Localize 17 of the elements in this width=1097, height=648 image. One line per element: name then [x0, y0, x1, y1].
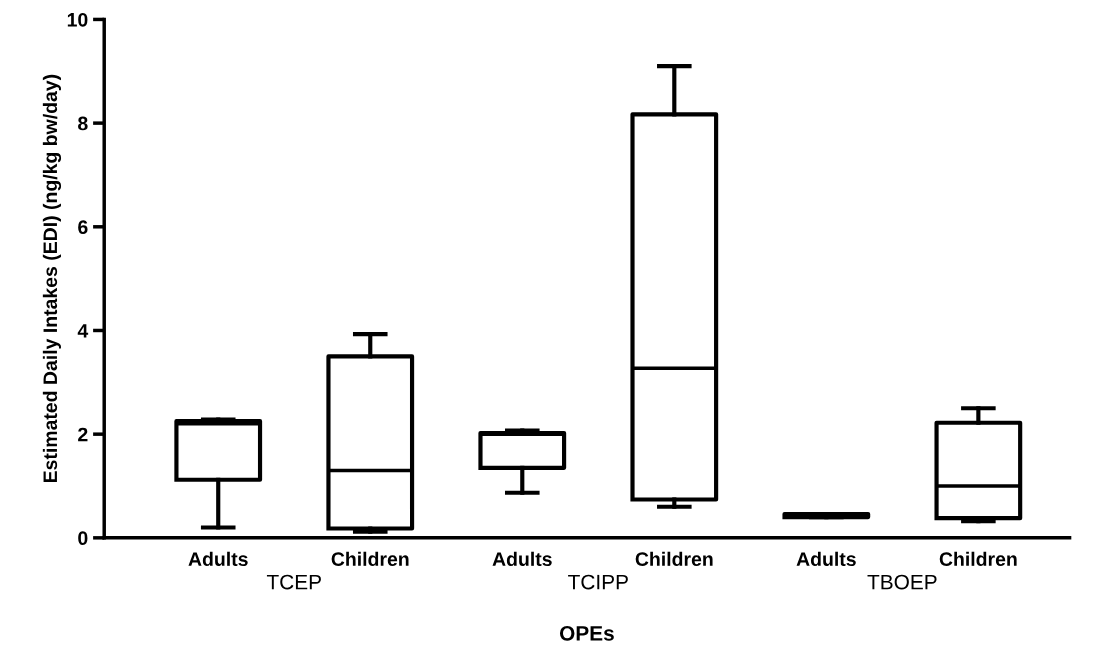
x-tick-label: Adults: [188, 551, 248, 567]
text: TCEP: [266, 574, 321, 590]
y-tick-label: 0: [78, 531, 88, 546]
text: TBOEP: [867, 574, 937, 590]
y-tick-label: 6: [78, 220, 88, 235]
x-tick-label: Adults: [796, 551, 856, 567]
x-tick-label: Children: [635, 551, 713, 567]
x-tick-label: Children: [939, 551, 1017, 567]
x-tick-label: Children: [331, 551, 409, 567]
x-tick-label: Adults: [492, 551, 552, 567]
y-tick-label: 8: [78, 116, 88, 131]
y-tick-label: 2: [78, 427, 88, 442]
y-axis-title: Estimated Daily Intakes (EDI) (ng/kg bw/day): [42, 74, 62, 483]
x-axis-title: OPEs: [559, 625, 614, 641]
y-tick-label: 10: [67, 12, 88, 27]
y-tick-label: 4: [77, 324, 89, 338]
text: TCIPP: [568, 574, 628, 590]
